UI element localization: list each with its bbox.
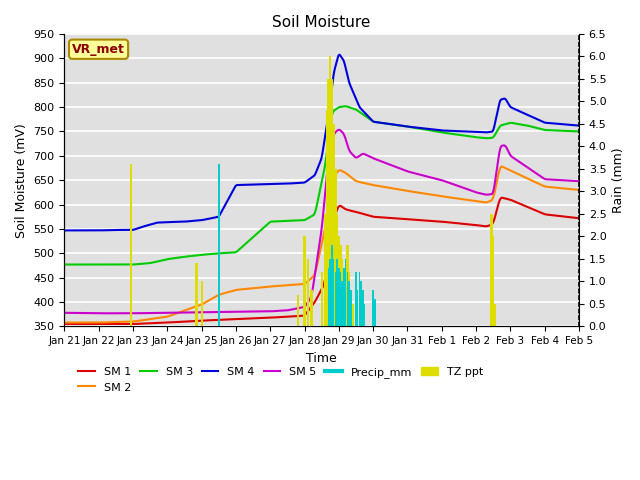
Bar: [343, 268, 345, 326]
Bar: [338, 237, 340, 326]
Bar: [341, 259, 344, 326]
Bar: [372, 290, 374, 326]
Bar: [358, 273, 360, 326]
Bar: [349, 290, 352, 326]
Bar: [357, 290, 358, 326]
Bar: [335, 273, 336, 326]
Bar: [340, 273, 341, 326]
Bar: [333, 259, 335, 326]
Bar: [347, 273, 348, 326]
Bar: [334, 169, 337, 326]
Bar: [374, 300, 376, 326]
Legend: SM 1, SM 2, SM 3, SM 4, SM 5, Precip_mm, TZ ppt: SM 1, SM 2, SM 3, SM 4, SM 5, Precip_mm,…: [74, 362, 487, 397]
Bar: [348, 281, 350, 326]
Bar: [345, 259, 346, 326]
Y-axis label: Rain (mm): Rain (mm): [612, 147, 625, 213]
Text: VR_met: VR_met: [72, 43, 125, 56]
Bar: [351, 304, 354, 326]
Bar: [350, 290, 351, 326]
Bar: [326, 110, 328, 326]
Title: Soil Moisture: Soil Moisture: [273, 15, 371, 30]
Bar: [328, 268, 330, 326]
Bar: [364, 304, 365, 326]
Bar: [344, 259, 347, 326]
Y-axis label: Soil Moisture (mV): Soil Moisture (mV): [15, 123, 28, 238]
Bar: [307, 259, 309, 326]
Bar: [355, 273, 356, 326]
Bar: [310, 290, 312, 326]
Bar: [333, 124, 335, 326]
Bar: [490, 214, 493, 326]
Bar: [492, 237, 494, 326]
Bar: [303, 237, 306, 326]
Bar: [332, 245, 333, 326]
Bar: [195, 264, 198, 326]
X-axis label: Time: Time: [307, 352, 337, 365]
Bar: [342, 281, 343, 326]
Bar: [338, 268, 340, 326]
Bar: [339, 245, 342, 326]
Bar: [348, 273, 350, 326]
Bar: [200, 281, 203, 326]
Bar: [494, 304, 496, 326]
Bar: [343, 273, 345, 326]
Bar: [218, 165, 220, 326]
Bar: [328, 79, 330, 326]
Bar: [336, 214, 338, 326]
Bar: [362, 290, 364, 326]
Bar: [296, 295, 299, 326]
Bar: [346, 245, 349, 326]
Bar: [329, 57, 332, 326]
Bar: [330, 259, 331, 326]
Bar: [324, 214, 326, 326]
Bar: [331, 79, 333, 326]
Bar: [360, 281, 362, 326]
Bar: [321, 273, 323, 326]
Bar: [130, 165, 132, 326]
Bar: [337, 259, 338, 326]
